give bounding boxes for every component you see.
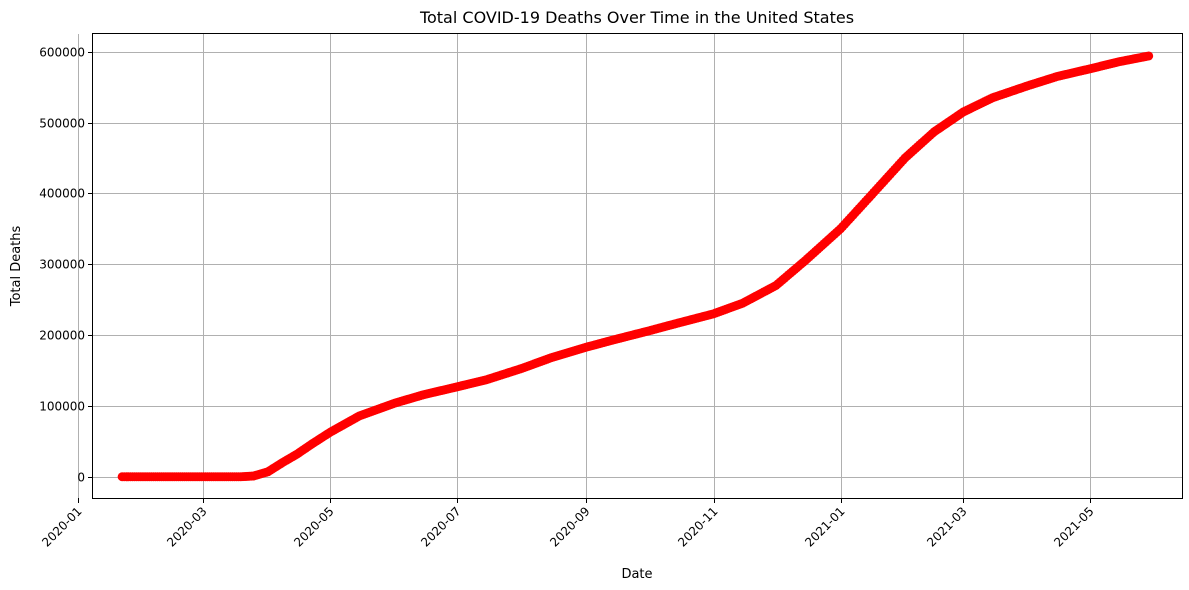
x-tick-label: 2021-03 [924, 504, 969, 549]
grid-layer [78, 34, 1182, 498]
y-axis: 0 100000 200000 300000 400000 500000 600000 [39, 46, 93, 485]
y-tick-label: 600000 [39, 46, 85, 60]
x-tick-label: 2020-05 [291, 504, 336, 549]
y-tick-label: 400000 [39, 187, 85, 201]
x-tick-label: 2020-07 [418, 504, 463, 549]
y-tick-label: 100000 [39, 400, 85, 414]
x-tick-label: 2020-03 [164, 504, 209, 549]
x-tick-label: 2021-05 [1051, 504, 1096, 549]
plot-frame [92, 33, 1183, 499]
chart-title: Total COVID-19 Deaths Over Time in the U… [419, 8, 854, 27]
y-tick-label: 200000 [39, 329, 85, 343]
x-tick-label: 2020-09 [547, 504, 592, 549]
x-tick-label: 2021-01 [802, 504, 847, 549]
x-tick-label: 2020-01 [39, 504, 84, 549]
data-points [117, 51, 1154, 482]
y-tick-label: 300000 [39, 258, 85, 272]
x-axis-label: Date [621, 567, 652, 582]
data-point [1144, 51, 1154, 61]
y-axis-label: Total Deaths [9, 225, 24, 307]
y-tick-label: 0 [77, 471, 85, 485]
y-tick-label: 500000 [39, 117, 85, 131]
x-axis: 2020-01 2020-03 2020-05 2020-07 2020-09 2020-… [39, 498, 1097, 550]
x-tick-label: 2020-11 [675, 504, 720, 549]
